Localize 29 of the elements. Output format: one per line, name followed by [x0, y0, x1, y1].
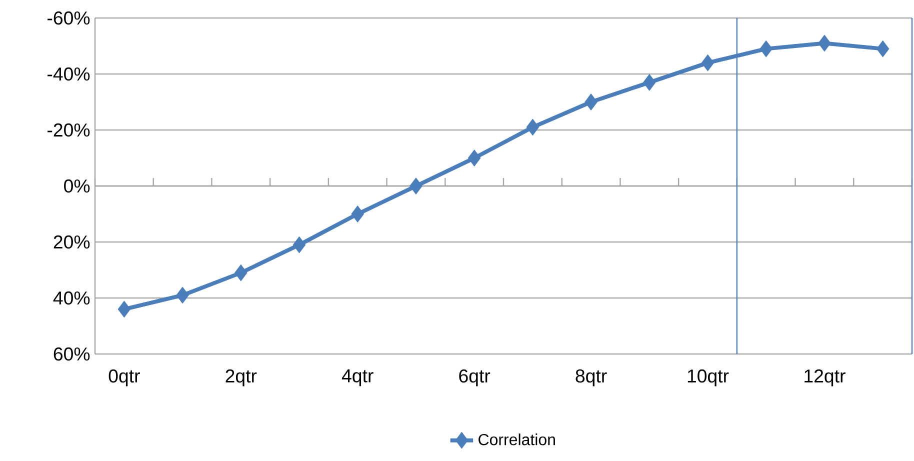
point — [526, 118, 540, 136]
x-tick-label: 8qtr — [576, 369, 607, 386]
point — [118, 300, 131, 318]
point — [818, 34, 831, 52]
point — [468, 150, 481, 166]
y-tick-label: -60% — [48, 11, 90, 25]
point — [760, 40, 772, 58]
x-tick-label: 2qtr — [226, 369, 257, 386]
x-tick-label: 6qtr — [459, 369, 490, 386]
x-tick-label: 12qtr — [804, 369, 846, 386]
y-tick-label: -20% — [48, 123, 90, 137]
point — [351, 206, 364, 222]
y-tick-label: 40% — [53, 291, 90, 305]
x-tick-label: 0qtr — [108, 369, 140, 386]
point — [584, 94, 598, 110]
y-tick-label: -40% — [48, 67, 90, 81]
y-tick-label: 20% — [54, 235, 90, 249]
point — [876, 40, 890, 58]
point — [176, 286, 189, 304]
point — [234, 264, 248, 282]
x-tick-label: 4qtr — [342, 369, 374, 386]
x-tick-label: 10qtr — [688, 369, 729, 386]
point — [643, 74, 656, 91]
y-tick-label: 60% — [54, 347, 90, 361]
point — [292, 236, 306, 254]
point — [701, 54, 714, 72]
legend-label: Correlation — [478, 434, 555, 446]
point — [410, 178, 422, 194]
y-tick-label: 0% — [64, 179, 90, 193]
